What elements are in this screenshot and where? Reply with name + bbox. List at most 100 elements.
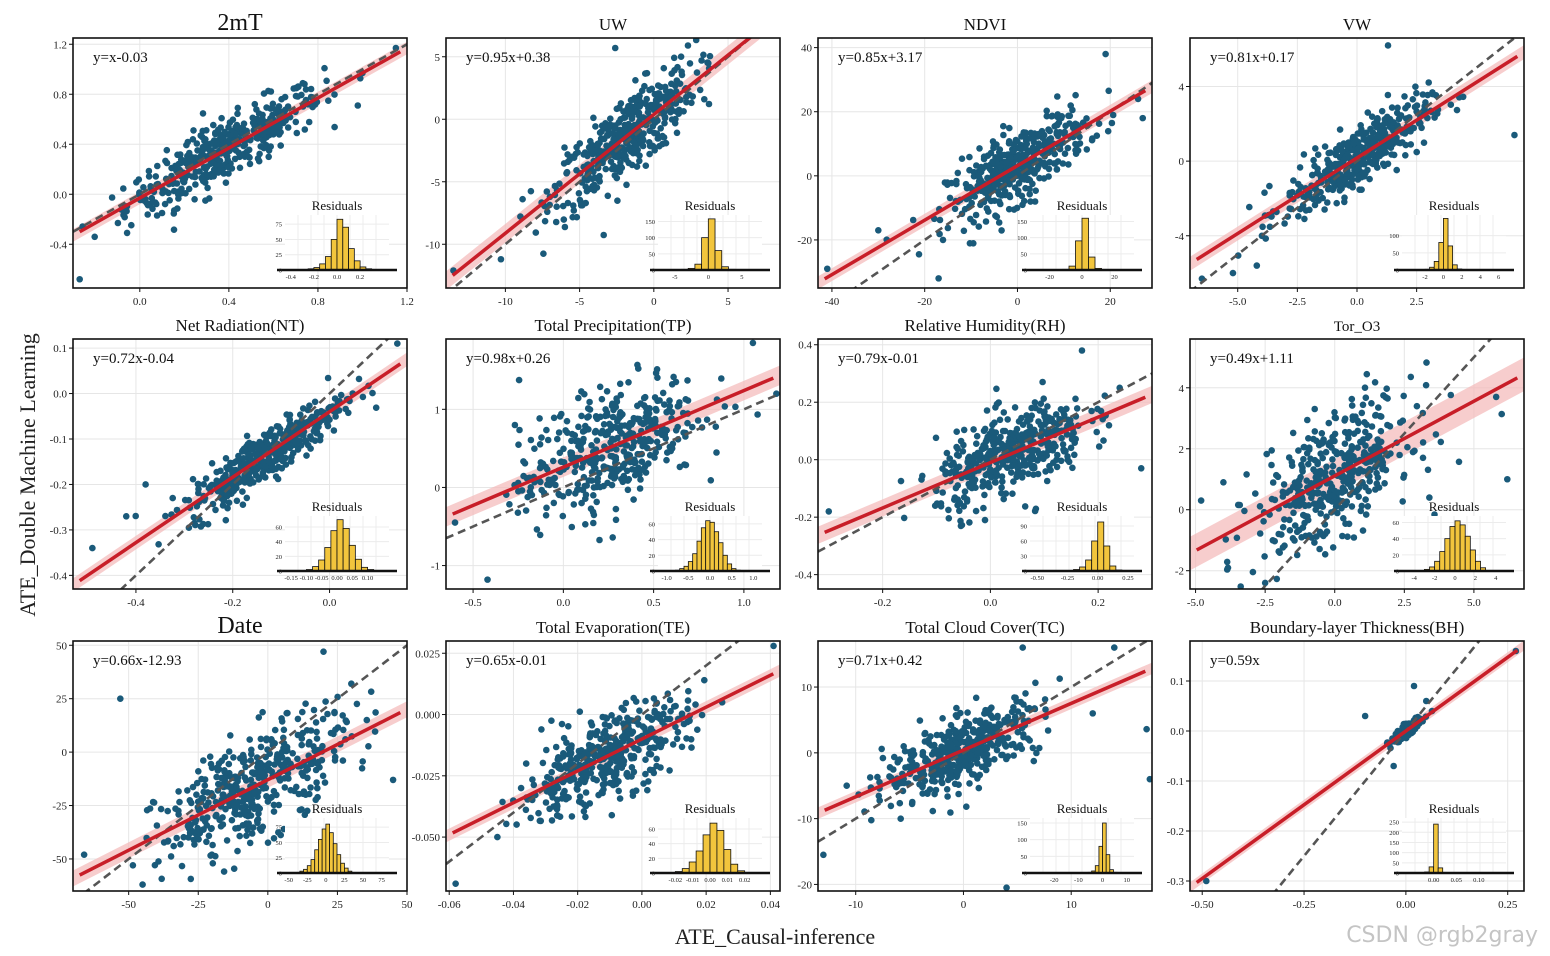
data-point bbox=[1420, 139, 1428, 146]
data-point bbox=[964, 458, 971, 466]
data-point bbox=[614, 418, 621, 425]
data-point bbox=[636, 102, 644, 109]
data-point bbox=[1233, 534, 1241, 542]
data-point bbox=[565, 723, 572, 730]
data-point bbox=[278, 754, 286, 761]
data-point bbox=[331, 753, 339, 761]
data-point bbox=[687, 736, 695, 743]
data-point bbox=[567, 449, 574, 456]
data-point bbox=[1078, 347, 1086, 354]
data-point bbox=[1041, 421, 1048, 428]
data-point bbox=[1289, 535, 1297, 542]
data-point bbox=[233, 802, 240, 809]
data-point bbox=[199, 520, 207, 528]
data-point bbox=[129, 862, 137, 869]
y-tick-label: -0.4 bbox=[50, 570, 68, 582]
data-point bbox=[1252, 490, 1259, 497]
data-point bbox=[622, 699, 630, 707]
data-point bbox=[299, 405, 307, 412]
residuals-x-tick-label: 0 bbox=[324, 877, 327, 884]
data-point bbox=[649, 766, 656, 774]
data-point bbox=[185, 185, 193, 193]
histogram-bar bbox=[1444, 538, 1451, 572]
regression-line bbox=[451, 672, 775, 835]
data-point bbox=[270, 835, 278, 842]
data-point bbox=[684, 697, 692, 704]
data-point bbox=[189, 783, 197, 791]
data-point bbox=[988, 427, 996, 435]
data-point bbox=[1299, 467, 1306, 474]
data-point bbox=[228, 787, 236, 795]
data-point bbox=[550, 414, 558, 422]
data-point bbox=[1355, 419, 1362, 427]
data-point bbox=[668, 80, 675, 88]
data-point bbox=[897, 815, 904, 822]
data-point bbox=[264, 839, 272, 846]
data-point bbox=[919, 783, 926, 791]
data-point bbox=[642, 770, 649, 778]
data-point bbox=[330, 747, 338, 755]
data-point bbox=[993, 155, 1000, 163]
identity-line bbox=[1260, 339, 1493, 589]
data-point bbox=[1260, 518, 1267, 525]
histogram-bar bbox=[348, 248, 355, 271]
data-point bbox=[292, 92, 300, 100]
data-point bbox=[1274, 473, 1282, 481]
data-point bbox=[678, 68, 685, 75]
data-point bbox=[1372, 486, 1379, 493]
data-point bbox=[1404, 102, 1412, 109]
data-point bbox=[199, 826, 207, 833]
data-point bbox=[244, 826, 251, 834]
data-point bbox=[983, 407, 991, 414]
panel-title: Date bbox=[217, 613, 262, 639]
data-point bbox=[1317, 450, 1324, 458]
data-point bbox=[275, 423, 282, 430]
x-tick-label: -0.04 bbox=[502, 899, 525, 911]
data-point bbox=[239, 798, 247, 805]
plot-frame bbox=[72, 37, 408, 289]
data-point bbox=[1362, 483, 1369, 491]
histogram-bar bbox=[705, 520, 711, 572]
residuals-title: Residuals bbox=[685, 801, 736, 816]
data-point bbox=[560, 790, 567, 798]
x-tick-label: -5.0 bbox=[1187, 597, 1205, 609]
data-point bbox=[964, 709, 971, 716]
data-point bbox=[1044, 403, 1051, 410]
data-point bbox=[1511, 131, 1518, 139]
residuals-x-tick-label: -0.5 bbox=[683, 575, 693, 582]
identity-line bbox=[1192, 38, 1517, 288]
data-point bbox=[312, 719, 320, 726]
data-point bbox=[993, 141, 1000, 148]
data-point bbox=[1290, 509, 1297, 517]
data-point bbox=[1304, 516, 1312, 524]
data-point bbox=[596, 178, 603, 185]
data-point bbox=[324, 422, 332, 430]
residuals-x-tick-label: 0.0 bbox=[706, 575, 714, 582]
data-point bbox=[569, 213, 576, 221]
data-point bbox=[326, 416, 333, 424]
residuals-y-tick-label: 0 bbox=[279, 268, 282, 275]
data-point bbox=[524, 493, 531, 501]
data-point bbox=[866, 774, 874, 781]
data-point bbox=[506, 501, 513, 508]
data-point bbox=[1072, 146, 1079, 154]
data-point bbox=[515, 441, 522, 449]
residuals-x-tick-label: 4 bbox=[1494, 575, 1498, 582]
data-point bbox=[639, 723, 647, 730]
data-point bbox=[208, 460, 216, 467]
histogram-bar bbox=[707, 218, 716, 271]
histogram-bar bbox=[730, 863, 739, 874]
data-point bbox=[1316, 545, 1323, 553]
data-point bbox=[213, 764, 221, 772]
residuals-y-tick-label: 50 bbox=[649, 251, 656, 258]
data-point bbox=[108, 194, 116, 201]
residuals-title: Residuals bbox=[312, 198, 363, 213]
data-point bbox=[579, 428, 587, 435]
data-point bbox=[1286, 192, 1293, 199]
data-point bbox=[582, 521, 589, 528]
data-point bbox=[1083, 146, 1091, 153]
data-point bbox=[539, 759, 547, 767]
data-point bbox=[1039, 378, 1046, 386]
histogram-bar bbox=[353, 260, 361, 271]
data-point bbox=[672, 427, 680, 434]
